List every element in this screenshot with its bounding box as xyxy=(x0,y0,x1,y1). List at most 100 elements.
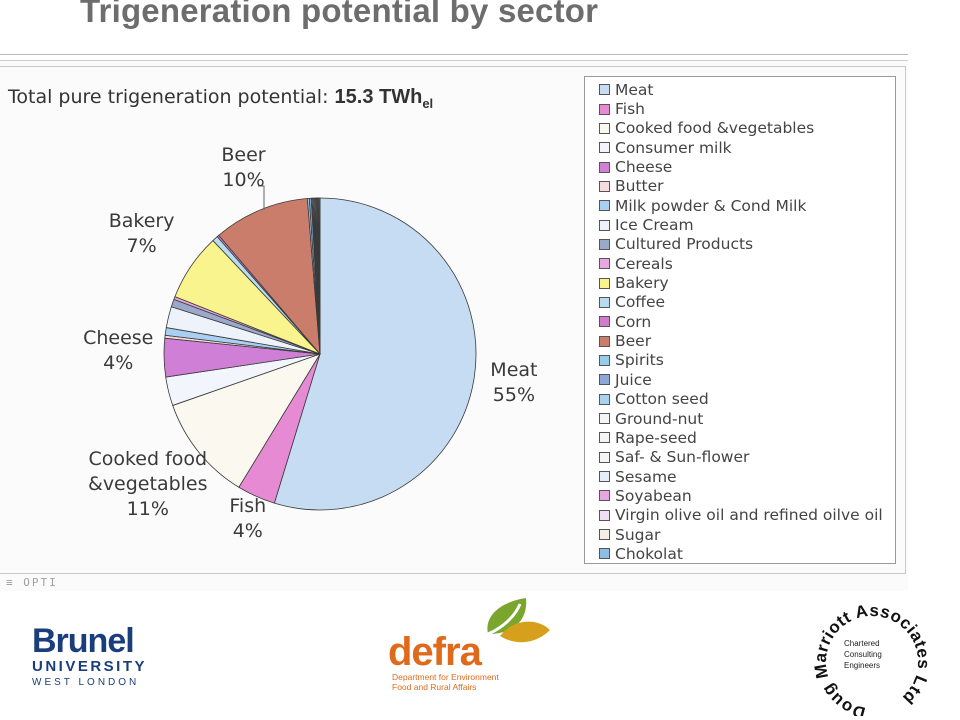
pie-label-cheese: Cheese 4% xyxy=(83,326,153,376)
legend-item-consumer-milk: Consumer milk xyxy=(585,138,895,157)
legend-item-corn: Corn xyxy=(585,312,895,331)
dma-inner-text: Chartered Consulting Engineers xyxy=(844,638,882,671)
legend-item-meat: Meat xyxy=(585,80,895,99)
legend-label: Cotton seed xyxy=(615,390,709,409)
dma-inner-line1: Chartered xyxy=(844,639,880,648)
legend-swatch xyxy=(599,122,610,134)
legend-label: Sugar xyxy=(615,525,661,544)
legend-swatch xyxy=(599,103,610,115)
legend-label: Beer xyxy=(615,332,652,351)
dma-inner-line2: Consulting xyxy=(844,650,882,659)
legend-item-juice: Juice xyxy=(585,370,895,389)
legend-label: Consumer milk xyxy=(615,138,732,157)
legend-label: Ice Cream xyxy=(615,216,694,235)
defra-logo-word: defra xyxy=(388,630,482,674)
legend-item-cultured-products: Cultured Products xyxy=(585,235,895,254)
page-title: Trigeneration potential by sector xyxy=(80,0,599,29)
pie-label-text: Fish xyxy=(229,494,267,517)
legend-swatch xyxy=(599,432,610,444)
pie-label-percent: 7% xyxy=(126,235,157,258)
legend-swatch xyxy=(599,219,610,231)
pie-slice-beer xyxy=(218,198,321,356)
legend-label: Bakery xyxy=(615,274,669,293)
total-potential-number: 15.3 TWh xyxy=(334,86,423,108)
legend-item-sugar: Sugar xyxy=(585,525,895,544)
legend-label: Rape-seed xyxy=(615,428,697,447)
legend-label: Cheese xyxy=(615,158,673,177)
brunel-logo-name: Brunel xyxy=(32,622,135,660)
total-potential: Total pure trigeneration potential: 15.3… xyxy=(8,86,433,111)
legend-item-cotton-seed: Cotton seed xyxy=(585,390,895,409)
legend-swatch xyxy=(599,393,610,405)
pie-label-text: Beer xyxy=(221,144,266,167)
legend-label: Saf- & Sun-flower xyxy=(615,448,750,467)
total-potential-unit-subscript: el xyxy=(422,96,434,111)
defra-leaf-icon xyxy=(487,598,550,643)
legend-label: Chokolat xyxy=(615,544,683,563)
legend-label: Ground-nut xyxy=(615,409,704,428)
legend-item-sesame: Sesame xyxy=(585,467,895,486)
legend-label: Fish xyxy=(615,100,645,119)
legend-swatch xyxy=(599,258,610,270)
legend-label: Cultured Products xyxy=(615,235,754,254)
pie-label-fish: Fish 4% xyxy=(229,494,266,544)
legend-item-cheese: Cheese xyxy=(585,157,895,176)
chart-frame xyxy=(0,66,906,574)
legend-item-ground-nut: Ground-nut xyxy=(585,409,895,428)
legend-item-fish: Fish xyxy=(585,99,895,118)
legend-label: Butter xyxy=(615,177,664,196)
legend-item-chokolat: Chokolat xyxy=(585,544,895,563)
total-potential-label: Total pure trigeneration potential: xyxy=(8,86,335,108)
legend-item-saf-sun-flower: Saf- & Sun-flower xyxy=(585,448,895,467)
legend-label: Corn xyxy=(615,312,652,331)
legend-swatch xyxy=(599,180,610,192)
pie-label-percent: 55% xyxy=(492,384,535,406)
legend-swatch xyxy=(599,451,610,463)
legend-item-virgin-olive-oil-and-refined-oilve-oil: Virgin olive oil and refined oilve oil xyxy=(585,506,895,525)
legend-swatch xyxy=(599,161,610,173)
defra-logo: defra Department for Environment Food an… xyxy=(388,596,558,696)
pie-slice-cooked-food-vegetables xyxy=(172,353,321,488)
doug-marriott-logo: Doug Marriott Associates Ltd Chartered C… xyxy=(812,604,932,716)
legend-swatch xyxy=(599,335,610,347)
legend-swatch xyxy=(599,200,610,212)
legend-item-soyabean: Soyabean xyxy=(585,486,895,505)
pie-label-cooked-food-vegetables: Cooked food &vegetables 11% xyxy=(88,447,208,522)
legend-item-butter: Butter xyxy=(585,177,895,196)
pie-label-percent: 10% xyxy=(222,169,265,192)
pie-label-text: Meat xyxy=(490,359,538,381)
pie-label-percent: 11% xyxy=(126,498,169,520)
legend-item-beer: Beer xyxy=(585,331,895,350)
pie-label-text: &vegetables xyxy=(88,473,208,495)
legend-swatch xyxy=(599,238,610,250)
legend-item-ice-cream: Ice Cream xyxy=(585,215,895,234)
legend-item-spirits: Spirits xyxy=(585,351,895,370)
legend-item-cereals: Cereals xyxy=(585,254,895,273)
legend-swatch xyxy=(599,413,610,425)
legend-item-cooked-food-vegetables: Cooked food &vegetables xyxy=(585,119,895,138)
legend-swatch xyxy=(599,509,610,521)
pie-label-bakery: Bakery 7% xyxy=(109,209,175,259)
chart-legend: Meat Fish Cooked food &vegetables Consumer … xyxy=(584,76,896,564)
legend-label: Sesame xyxy=(615,467,677,486)
pie-label-meat: Meat 55% xyxy=(490,358,537,408)
legend-label: Cooked food &vegetables xyxy=(615,119,815,138)
legend-label: Virgin olive oil and refined oilve oil xyxy=(615,506,883,525)
pie-label-text: Cheese xyxy=(83,326,154,349)
legend-label: Meat xyxy=(615,80,654,99)
legend-label: Spirits xyxy=(615,351,664,370)
legend-label: Soyabean xyxy=(615,486,692,505)
brunel-logo-location: WEST LONDON xyxy=(32,677,140,688)
legend-label: Coffee xyxy=(615,293,666,312)
brunel-logo-university: UNIVERSITY xyxy=(32,658,148,675)
dma-ring-text: Doug Marriott Associates Ltd xyxy=(812,604,932,716)
legend-item-coffee: Coffee xyxy=(585,293,895,312)
pie-label-text: Cooked food xyxy=(88,448,208,470)
scan-margin-mark: ≡ OPTI xyxy=(6,576,58,589)
legend-swatch xyxy=(599,277,610,289)
legend-swatch xyxy=(599,490,610,502)
legend-label: Juice xyxy=(615,370,652,389)
pie-label-percent: 4% xyxy=(232,519,263,542)
title-divider xyxy=(0,54,908,55)
